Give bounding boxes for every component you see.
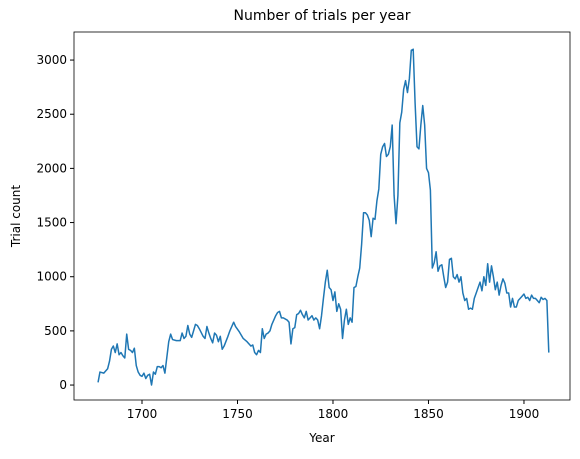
x-tick-label: 1800: [318, 407, 349, 421]
x-tick-label: 1900: [509, 407, 540, 421]
y-axis-label: Trial count: [9, 185, 23, 248]
x-tick-label: 1700: [127, 407, 158, 421]
plot-frame: [73, 31, 571, 401]
x-tick-label: 1750: [222, 407, 253, 421]
x-tick-label: 1850: [413, 407, 444, 421]
y-tick-label: 1500: [36, 216, 67, 230]
x-axis-label: Year: [308, 431, 334, 445]
chart-title: Number of trials per year: [234, 8, 411, 24]
y-tick-label: 2000: [36, 161, 67, 175]
y-tick-label: 2500: [36, 107, 67, 121]
data-line: [97, 48, 550, 386]
y-tick-label: 1000: [36, 270, 67, 284]
y-tick-label: 3000: [36, 53, 67, 67]
y-tick-label: 500: [44, 324, 67, 338]
y-tick-label: 0: [59, 378, 67, 392]
